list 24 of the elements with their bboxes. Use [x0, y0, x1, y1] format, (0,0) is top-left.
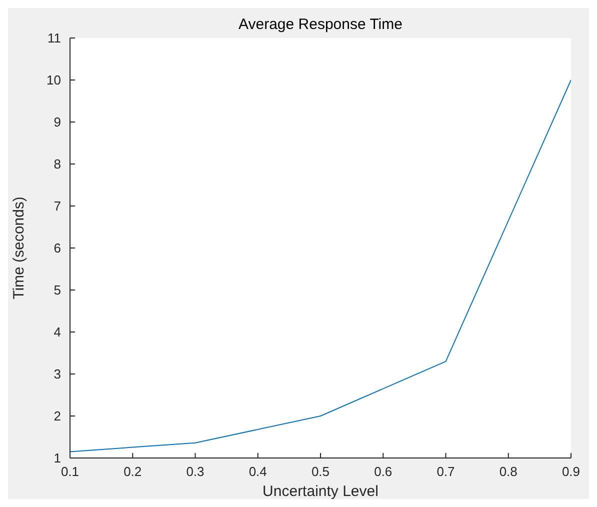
y-tick-label: 8	[54, 156, 61, 172]
y-axis-title: Time (seconds)	[10, 196, 28, 300]
x-tick-label: 0.1	[60, 464, 80, 480]
x-tick-label: 0.9	[562, 464, 580, 480]
y-tick-label: 1	[54, 450, 61, 466]
x-axis-title: Uncertainty Level	[262, 483, 378, 500]
x-tick-label: 0.6	[374, 464, 392, 480]
line-series	[70, 80, 571, 452]
y-tick-label: 9	[54, 114, 61, 130]
y-tick-label: 2	[54, 408, 61, 424]
x-tick-label: 0.8	[499, 464, 518, 480]
y-tick-label: 10	[46, 72, 61, 88]
x-tick-label: 0.5	[311, 464, 330, 480]
x-tick-label: 0.3	[186, 464, 204, 480]
x-tick-label: 0.4	[248, 464, 267, 480]
y-tick-label: 3	[54, 366, 61, 382]
x-tick-label: 0.2	[124, 464, 142, 480]
y-tick-label: 5	[54, 282, 61, 298]
y-tick-label: 11	[48, 30, 61, 46]
x-tick-label: 0.7	[436, 464, 455, 480]
y-tick-label: 4	[54, 324, 61, 340]
y-tick-label: 7	[54, 198, 61, 214]
y-tick-label: 6	[54, 240, 61, 256]
chart-title: Average Response Time	[238, 16, 404, 33]
